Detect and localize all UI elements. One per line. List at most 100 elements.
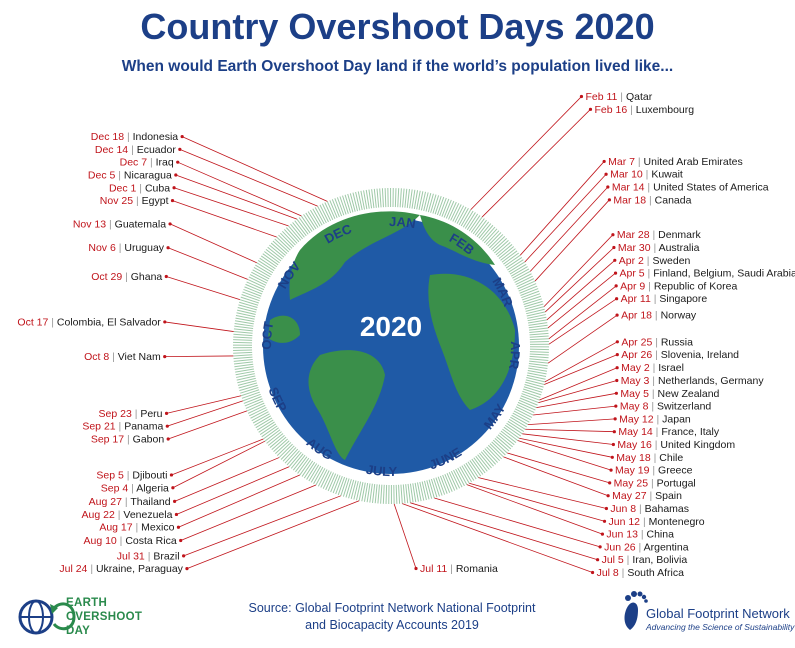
ring-tick: [312, 208, 323, 226]
leader-dot: [611, 233, 615, 237]
ring-tick: [259, 423, 277, 435]
ring-tick: [508, 261, 526, 273]
country-label: Aug 10 | Costa Rica: [83, 535, 176, 547]
ring-tick: [407, 483, 411, 503]
ring-tick: [246, 281, 265, 291]
ring-tick: [270, 242, 286, 256]
leader-line: [177, 161, 302, 217]
ring-tick: [315, 468, 326, 486]
leader-dot: [615, 366, 619, 370]
ring-tick: [288, 451, 302, 468]
country-label: Sep 5 | Djibouti: [96, 469, 167, 481]
ring-tick: [460, 209, 472, 227]
ring-tick: [457, 467, 468, 485]
country-label: Mar 30 | Australia: [618, 242, 700, 254]
ring-tick: [514, 273, 532, 283]
ring-tick: [256, 419, 274, 431]
ring-tick: [294, 220, 307, 237]
ring-tick: [296, 218, 309, 235]
leader-dot: [180, 134, 184, 139]
ring-tick: [503, 252, 520, 265]
leader-line: [167, 247, 248, 280]
leader-dot: [607, 198, 612, 202]
ring-tick: [483, 228, 498, 244]
ring-tick: [292, 222, 305, 238]
ring-tick: [523, 298, 542, 305]
ring-tick: [452, 204, 462, 222]
leader-line: [178, 474, 300, 528]
ring-tick: [400, 484, 403, 504]
ring-tick: [465, 462, 477, 480]
ring-tick: [529, 353, 549, 356]
leader-line: [546, 259, 616, 321]
ring-tick: [235, 317, 255, 322]
ring-tick: [379, 188, 382, 208]
ring-tick: [306, 463, 318, 480]
leader-line: [503, 456, 609, 497]
month-label: JAN: [389, 214, 417, 231]
ring-tick: [326, 201, 336, 219]
source-note: Source: Global Footprint Network Nationa…: [232, 600, 552, 634]
ring-tick: [494, 239, 509, 254]
country-label: Sep 17 | Gabon: [91, 433, 165, 445]
leader-dot: [595, 558, 600, 562]
ring-tick: [413, 190, 419, 210]
ring-tick: [435, 477, 443, 496]
ring-tick: [528, 365, 548, 370]
ring-tick: [399, 188, 402, 208]
ring-tick: [241, 391, 261, 399]
country-label: Oct 17 | Colombia, El Salvador: [17, 316, 161, 328]
ring-tick: [464, 212, 476, 229]
ring-tick: [369, 483, 373, 503]
ring-tick: [529, 340, 549, 343]
ring-tick: [345, 479, 352, 498]
center-year: 2020: [360, 311, 422, 342]
leader-dot: [615, 297, 619, 301]
ring-tick: [453, 469, 463, 488]
ring-tick: [245, 400, 264, 409]
ring-tick: [285, 227, 300, 243]
ring-tick: [454, 205, 465, 223]
ring-tick: [308, 464, 320, 482]
ring-tick: [446, 473, 456, 491]
leader-line: [544, 354, 618, 385]
ring-tick: [529, 338, 549, 341]
country-label: May 27 | Spain: [612, 490, 682, 502]
leader-line: [167, 400, 243, 427]
ring-tick: [434, 196, 442, 215]
leader-line: [548, 285, 617, 340]
leader-line: [528, 418, 616, 426]
ring-tick: [477, 454, 490, 470]
ring-tick: [248, 276, 267, 286]
country-label: Jul 8 | South Africa: [597, 567, 685, 579]
ring-tick: [527, 372, 547, 378]
ring-tick: [320, 470, 330, 488]
country-label: May 16 | United Kingdom: [617, 439, 735, 451]
ring-tick: [233, 333, 253, 337]
ring-tick: [234, 325, 254, 330]
country-label: Dec 14 | Ecuador: [95, 144, 176, 156]
leader-dot: [182, 554, 186, 558]
ring-tick: [527, 370, 547, 375]
ring-tick: [340, 477, 348, 496]
ring-tick: [337, 476, 346, 496]
ring-tick: [319, 204, 329, 223]
ring-tick: [485, 230, 500, 245]
leader-dot: [173, 499, 177, 503]
leader-line: [522, 433, 614, 445]
ring-tick: [321, 203, 332, 222]
ring-tick: [487, 444, 502, 460]
leader-dot: [164, 411, 169, 415]
ring-tick: [282, 447, 297, 462]
leader-line: [538, 380, 617, 403]
ring-tick: [278, 234, 293, 249]
ring-tick: [255, 417, 273, 429]
ring-tick: [409, 483, 414, 503]
ring-tick: [500, 430, 517, 444]
ring-tick: [239, 301, 258, 309]
ring-tick: [411, 189, 416, 209]
leader-dot: [604, 172, 608, 176]
earth-overshoot-day-wordmark: EARTH OVERSHOOT DAY: [66, 596, 142, 638]
ring-tick: [518, 399, 537, 409]
